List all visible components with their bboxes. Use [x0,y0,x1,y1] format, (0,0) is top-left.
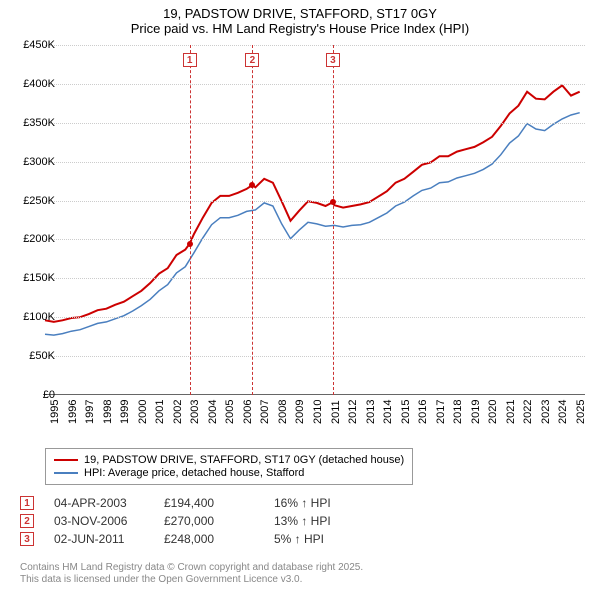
x-tick-label: 2021 [505,400,517,424]
y-tick-label: £50K [29,350,55,362]
sale-marker-box: 3 [326,53,340,67]
x-tick-label: 2018 [452,400,464,424]
x-tick-label: 2014 [382,400,394,424]
y-tick-label: £250K [23,195,55,207]
x-tick-label: 2008 [277,400,289,424]
x-tick-label: 2002 [172,400,184,424]
y-tick-label: £100K [23,311,55,323]
sale-marker-box: 1 [183,53,197,67]
title-line-2: Price paid vs. HM Land Registry's House … [0,21,600,36]
chart-svg [45,45,585,395]
sale-marker-line [252,45,253,395]
legend-swatch [54,472,78,474]
chart-plot-area: 1 2 3 [45,45,585,395]
sales-row: 3 02-JUN-2011£248,0005% ↑ HPI [20,532,384,546]
x-tick-label: 2001 [154,400,166,424]
x-tick-label: 2007 [259,400,271,424]
gridline [45,317,585,318]
y-tick-label: £150K [23,272,55,284]
sales-row-marker: 1 [20,496,34,510]
legend-item: HPI: Average price, detached house, Staf… [54,467,404,479]
y-tick-label: £400K [23,78,55,90]
sales-hpi: 13% ↑ HPI [274,514,384,528]
sale-dot [187,241,193,247]
x-axis: 1995 1996 1997 1998 1999 2000 2001 2002 2003 2004… [45,400,585,445]
sales-date: 02-JUN-2011 [54,532,164,546]
x-tick-label: 2012 [347,400,359,424]
sales-table: 1 04-APR-2003£194,40016% ↑ HPI 2 03-NOV-200… [20,492,384,550]
sales-row-marker: 3 [20,532,34,546]
x-tick-label: 2000 [137,400,149,424]
x-tick-label: 2022 [522,400,534,424]
gridline [45,239,585,240]
sales-date: 04-APR-2003 [54,496,164,510]
x-tick-label: 2017 [435,400,447,424]
sales-row-marker: 2 [20,514,34,528]
x-tick-label: 2013 [365,400,377,424]
x-tick-label: 2011 [330,400,342,424]
legend: 19, PADSTOW DRIVE, STAFFORD, ST17 0GY (d… [45,448,413,485]
gridline [45,84,585,85]
sales-price: £248,000 [164,532,274,546]
x-tick-label: 2023 [540,400,552,424]
x-tick-label: 1996 [67,400,79,424]
footer-line-1: Contains HM Land Registry data © Crown c… [20,562,363,574]
gridline [45,123,585,124]
legend-label: 19, PADSTOW DRIVE, STAFFORD, ST17 0GY (d… [84,454,404,466]
x-tick-label: 2025 [575,400,587,424]
gridline [45,45,585,46]
x-tick-label: 2024 [557,400,569,424]
legend-item: 19, PADSTOW DRIVE, STAFFORD, ST17 0GY (d… [54,454,404,466]
sales-date: 03-NOV-2006 [54,514,164,528]
x-tick-label: 2016 [417,400,429,424]
x-tick-label: 1998 [102,400,114,424]
legend-label: HPI: Average price, detached house, Staf… [84,467,304,479]
chart-container: 19, PADSTOW DRIVE, STAFFORD, ST17 0GY Pr… [0,0,600,590]
x-tick-label: 2015 [400,400,412,424]
gridline [45,356,585,357]
y-tick-label: £300K [23,156,55,168]
gridline [45,162,585,163]
sales-price: £270,000 [164,514,274,528]
y-tick-label: £450K [23,39,55,51]
footer-line-2: This data is licensed under the Open Gov… [20,574,363,586]
y-tick-label: £0 [43,389,55,401]
x-tick-label: 1999 [119,400,131,424]
footer: Contains HM Land Registry data © Crown c… [20,562,363,586]
y-tick-label: £200K [23,233,55,245]
x-tick-label: 2003 [189,400,201,424]
series-price-paid [45,85,580,322]
gridline [45,278,585,279]
sale-dot [330,199,336,205]
legend-swatch [54,459,78,461]
sale-dot [249,182,255,188]
sale-marker-box: 2 [245,53,259,67]
x-tick-label: 2005 [224,400,236,424]
x-tick-label: 1997 [84,400,96,424]
x-tick-label: 2019 [470,400,482,424]
sales-row: 2 03-NOV-2006£270,00013% ↑ HPI [20,514,384,528]
x-tick-label: 2004 [207,400,219,424]
sales-hpi: 16% ↑ HPI [274,496,384,510]
y-tick-label: £350K [23,117,55,129]
sales-price: £194,400 [164,496,274,510]
x-tick-label: 2009 [294,400,306,424]
sale-marker-line [333,45,334,395]
x-tick-label: 2010 [312,400,324,424]
title-line-1: 19, PADSTOW DRIVE, STAFFORD, ST17 0GY [0,6,600,21]
sales-row: 1 04-APR-2003£194,40016% ↑ HPI [20,496,384,510]
x-tick-label: 2020 [487,400,499,424]
x-tick-label: 2006 [242,400,254,424]
x-tick-label: 1995 [49,400,61,424]
title-block: 19, PADSTOW DRIVE, STAFFORD, ST17 0GY Pr… [0,0,600,36]
sale-marker-line [190,45,191,395]
sales-hpi: 5% ↑ HPI [274,532,384,546]
gridline [45,201,585,202]
